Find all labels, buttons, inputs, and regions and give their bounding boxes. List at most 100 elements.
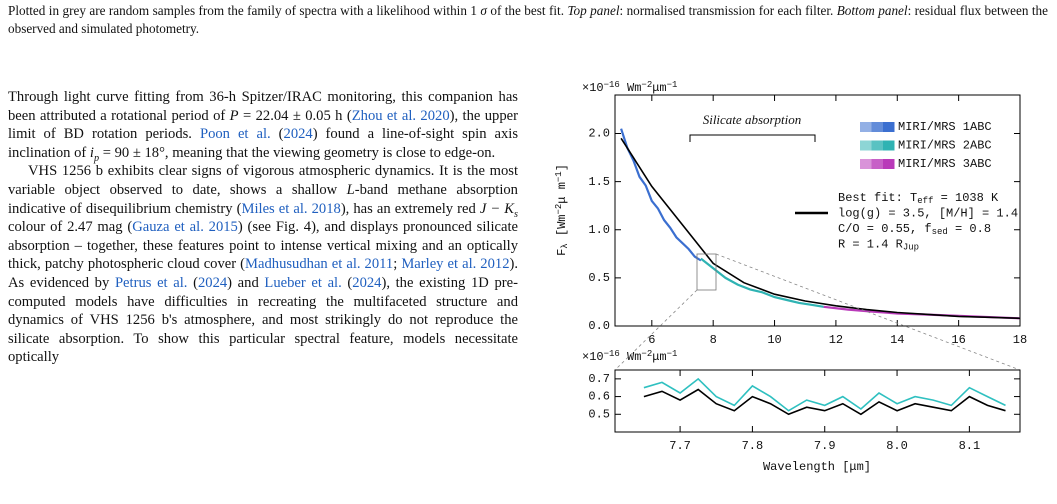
x-tick-label: 8 <box>710 333 717 347</box>
text-run: P <box>229 107 239 124</box>
citation[interactable]: Gauza et al. 2015 <box>132 219 238 236</box>
text-run: -band methane absorption indicative of d… <box>8 181 518 217</box>
legend-swatch <box>883 159 895 169</box>
text-run: −16 <box>604 80 620 90</box>
text-run: Plotted in grey are random samples from … <box>8 3 481 18</box>
legend-swatch <box>871 159 883 169</box>
text-run: −1 <box>554 171 564 182</box>
text-run: ), the existing 1D pre-computed models h… <box>8 274 518 366</box>
text-run: = 1038 K <box>933 191 999 205</box>
text-run: ; <box>393 256 402 273</box>
text-run: ). As evidenced by <box>8 256 518 291</box>
legend-swatch <box>871 140 883 151</box>
text-run: = 0.8 <box>948 222 991 236</box>
text-run: −1 <box>667 80 678 90</box>
text-run: log(g) = 3.5, [M/H] = 1.4 <box>838 207 1018 221</box>
citation[interactable]: Poon et al. <box>199 126 271 143</box>
text-run: ) and <box>227 274 265 291</box>
y-tick-label: 0.6 <box>588 390 610 404</box>
text-run: ) found a line-of-sight spin axis inclin… <box>8 126 518 161</box>
y-tick-label: 0.5 <box>588 271 610 285</box>
x-tick-label: 6 <box>648 333 655 347</box>
text-run: ( <box>270 126 284 143</box>
text-run: μm <box>652 350 666 364</box>
text-run: λ <box>560 243 570 248</box>
text-run: ] <box>555 164 569 171</box>
text-run: p <box>93 152 100 164</box>
text-run: sed <box>932 227 948 237</box>
text-run: of the best fit. <box>486 3 568 18</box>
text-run: s <box>514 208 518 220</box>
text-run: Jup <box>903 242 919 252</box>
annotation-bracket <box>689 134 816 142</box>
text-run: μm <box>652 81 666 95</box>
x-tick-label: 18 <box>1013 333 1027 347</box>
text-run: : residual flux between the observed and… <box>8 3 1048 36</box>
legend-swatch <box>871 122 883 132</box>
x-tick-label: 10 <box>767 333 781 347</box>
x-tick-label: 7.9 <box>814 439 836 453</box>
x-tick-label: 14 <box>890 333 904 347</box>
x-tick-label: 7.8 <box>742 439 764 453</box>
y-tick-label: 0.5 <box>588 407 610 421</box>
citation[interactable]: 2024 <box>352 274 382 291</box>
spectrum-line <box>700 257 824 308</box>
text-run: L <box>346 181 355 198</box>
text-run: Best fit: T <box>838 191 917 205</box>
text-run: Bottom panel <box>836 3 908 18</box>
best-fit-text: Best fit: Teff = 1038 K <box>838 191 999 205</box>
y-tick-label: 1.5 <box>588 175 610 189</box>
text-run: ), has an extremely red <box>340 200 480 217</box>
paragraph: Through light curve fitting from 36-h Sp… <box>8 88 518 164</box>
text-run: Through light curve fitting from 36-h Sp… <box>8 89 518 124</box>
zoom-line <box>614 289 698 371</box>
text-run: ( <box>341 274 353 291</box>
y-axis-label: Fλ [Wm−2μ m−1] <box>554 164 570 256</box>
text-run: VHS 1256 b exhibits clear signs of vigor… <box>8 163 518 198</box>
text-run: eff <box>917 196 933 206</box>
legend-label: MIRI/MRS 1ABC <box>898 120 992 134</box>
text-run: Wm <box>620 81 642 95</box>
citation[interactable]: 2024 <box>283 126 313 143</box>
text-run: i <box>89 144 94 161</box>
figure: 6 8 10 12 14 16 180.00.51.01.52.0×10−16 Wm−2μm… <box>554 80 1027 474</box>
paragraph: VHS 1256 b exhibits clear signs of vigor… <box>8 162 518 367</box>
multiplier-label: ×10−16 Wm−2μm−1 <box>582 80 677 95</box>
spectrum-line <box>643 388 1006 416</box>
text-run: Wm <box>620 350 642 364</box>
text-run: σ <box>480 3 487 18</box>
text-run: = 90 ± 18°, meaning that the viewing geo… <box>99 144 496 161</box>
plot-frame <box>614 369 1021 433</box>
text-run: F <box>555 249 569 256</box>
multiplier-label: ×10−16 Wm−2μm−1 <box>582 349 677 364</box>
text-run: ( <box>187 274 198 291</box>
best-fit-text: C/O = 0.55, fsed = 0.8 <box>838 222 991 236</box>
y-tick-label: 0.7 <box>588 372 610 386</box>
zoom-box <box>696 253 717 291</box>
text-column: Through light curve fitting from 36-h Sp… <box>8 88 518 504</box>
text-run: −2 <box>554 204 564 215</box>
x-tick-label: 8.1 <box>959 439 981 453</box>
citation[interactable]: Miles et al. 2018 <box>241 200 341 217</box>
citation[interactable]: Zhou et al. 2020 <box>351 107 450 124</box>
citation[interactable]: Petrus et al. <box>114 274 188 291</box>
text-run: −1 <box>667 349 678 359</box>
legend-label: MIRI/MRS 3ABC <box>898 157 992 171</box>
citation[interactable]: Lueber et al. <box>264 274 342 291</box>
text-run: : normalised transmission for each filte… <box>619 3 837 18</box>
annotation: Silicate absorption <box>703 112 802 127</box>
text-run: Top panel <box>567 3 620 18</box>
citation[interactable]: Marley et al. 2012 <box>401 256 510 273</box>
citation[interactable]: 2024 <box>197 274 228 291</box>
citation[interactable]: Madhusudhan et al. 2011 <box>245 256 394 273</box>
x-tick-label: 8.0 <box>886 439 908 453</box>
legend-swatch <box>883 122 895 132</box>
text-run: ) (see Fig. 4), and displays pronounced … <box>8 219 518 273</box>
x-tick-label: 16 <box>951 333 965 347</box>
text-run: [Wm <box>555 215 569 244</box>
figure-caption: Plotted in grey are random samples from … <box>8 2 1048 38</box>
x-tick-label: 7.7 <box>669 439 691 453</box>
best-fit-text: log(g) = 3.5, [M/H] = 1.4 <box>838 207 1018 221</box>
text-run: R = 1.4 R <box>838 238 903 252</box>
